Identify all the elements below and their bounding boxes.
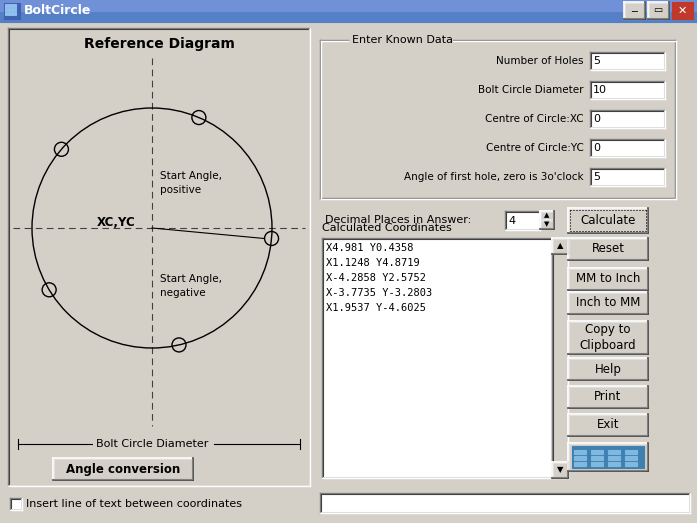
Text: Bolt Circle Diameter: Bolt Circle Diameter — [479, 85, 584, 95]
Bar — [590, 110, 665, 128]
Bar — [11, 8, 13, 11]
Bar — [8, 28, 310, 486]
Bar — [4, 3, 20, 19]
Bar — [552, 238, 568, 254]
Text: ▼: ▼ — [544, 222, 550, 228]
Bar — [0, 0, 697, 11]
Bar — [11, 4, 13, 7]
Bar — [320, 493, 690, 513]
Text: Inch to MM: Inch to MM — [576, 297, 640, 310]
Bar — [8, 8, 10, 11]
Bar — [608, 456, 620, 460]
Bar — [625, 450, 637, 454]
Bar — [568, 358, 648, 380]
Bar — [11, 12, 13, 15]
Bar — [568, 292, 648, 314]
Bar — [5, 8, 7, 11]
Text: Calculate: Calculate — [581, 214, 636, 227]
Text: Calculated Coordinates: Calculated Coordinates — [322, 223, 452, 233]
Text: X-3.7735 Y-3.2803: X-3.7735 Y-3.2803 — [326, 288, 432, 298]
Text: Help: Help — [595, 362, 622, 376]
Bar — [591, 450, 603, 454]
Text: 5: 5 — [593, 172, 600, 182]
Bar — [568, 386, 648, 408]
Bar — [568, 321, 648, 354]
Bar — [574, 462, 586, 466]
Text: Centre of Circle:YC: Centre of Circle:YC — [486, 143, 584, 153]
Text: Insert line of text between coordinates: Insert line of text between coordinates — [26, 499, 242, 509]
Bar — [53, 458, 193, 480]
Text: Print: Print — [595, 391, 622, 404]
Bar — [14, 4, 16, 7]
Bar — [590, 168, 665, 186]
Bar — [540, 211, 554, 220]
Text: ▼: ▼ — [557, 465, 563, 474]
Text: Number of Holes: Number of Holes — [496, 56, 584, 66]
Text: XC,YC: XC,YC — [97, 217, 136, 230]
Text: Decimal Places in Answer:: Decimal Places in Answer: — [325, 215, 471, 225]
Text: 10: 10 — [593, 85, 607, 95]
Bar — [625, 456, 637, 460]
Bar — [591, 462, 603, 466]
Bar — [590, 52, 665, 70]
Text: X1.1248 Y4.8719: X1.1248 Y4.8719 — [326, 258, 420, 268]
Text: Angle conversion: Angle conversion — [66, 462, 180, 475]
Bar — [568, 443, 648, 471]
Text: BoltCircle: BoltCircle — [24, 5, 91, 17]
Bar — [540, 220, 554, 229]
Text: Enter Known Data: Enter Known Data — [352, 35, 453, 45]
Text: Reset: Reset — [592, 243, 625, 256]
Text: X4.981 Y0.4358: X4.981 Y0.4358 — [326, 243, 413, 253]
Text: Angle of first hole, zero is 3o'clock: Angle of first hole, zero is 3o'clock — [404, 172, 584, 182]
Bar — [590, 81, 665, 99]
Bar — [574, 456, 586, 460]
Text: ▭: ▭ — [653, 6, 663, 16]
Bar — [574, 450, 586, 454]
Text: X1.9537 Y-4.6025: X1.9537 Y-4.6025 — [326, 303, 426, 313]
Bar — [624, 2, 645, 19]
Bar — [505, 211, 540, 230]
Bar — [568, 208, 648, 233]
Text: Bolt Circle Diameter: Bolt Circle Diameter — [95, 439, 208, 449]
Bar — [14, 12, 16, 15]
Text: Start Angle,
negative: Start Angle, negative — [160, 275, 222, 298]
Text: 0: 0 — [593, 143, 600, 153]
Bar — [8, 4, 10, 7]
Bar — [10, 498, 22, 510]
Bar — [608, 462, 620, 466]
Text: ▲: ▲ — [544, 212, 550, 219]
Text: 5: 5 — [593, 56, 600, 66]
Text: Copy to
Clipboard: Copy to Clipboard — [580, 324, 636, 351]
Bar — [322, 238, 552, 478]
Bar — [5, 4, 7, 7]
Bar — [568, 238, 648, 260]
Text: 0: 0 — [593, 114, 600, 124]
Bar — [552, 238, 568, 478]
Text: X-4.2858 Y2.5752: X-4.2858 Y2.5752 — [326, 273, 426, 283]
Text: ─: ─ — [631, 7, 637, 17]
Bar — [14, 8, 16, 11]
Bar — [552, 462, 568, 478]
Text: ▲: ▲ — [557, 242, 563, 251]
Bar — [590, 139, 665, 157]
Text: Exit: Exit — [597, 418, 619, 431]
Bar — [625, 462, 637, 466]
Bar — [648, 2, 669, 19]
Bar — [5, 12, 7, 15]
Bar — [568, 414, 648, 436]
Bar — [672, 2, 693, 19]
Bar — [572, 446, 644, 468]
Text: 4: 4 — [508, 215, 515, 225]
Bar — [591, 456, 603, 460]
Text: Start Angle,
positive: Start Angle, positive — [160, 172, 222, 195]
Bar — [608, 450, 620, 454]
Text: Centre of Circle:XC: Centre of Circle:XC — [485, 114, 584, 124]
Bar — [8, 12, 10, 15]
Bar — [568, 268, 648, 290]
Text: ✕: ✕ — [677, 6, 687, 16]
Text: MM to Inch: MM to Inch — [576, 272, 640, 286]
Text: Reference Diagram: Reference Diagram — [84, 37, 234, 51]
Bar — [0, 0, 697, 22]
